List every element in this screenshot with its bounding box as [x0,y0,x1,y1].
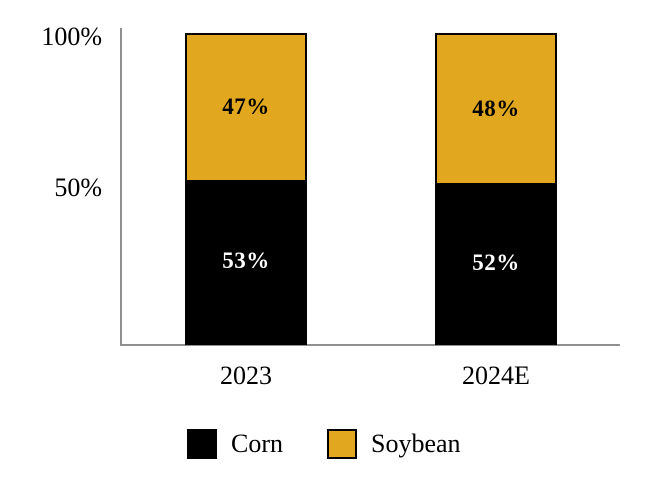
soybean-swatch-icon [327,429,357,459]
x-label-2023: 2023 [220,361,272,390]
bar-2023-corn-segment: 53% [187,179,305,343]
bar-2023-soybean-segment: 47% [187,35,305,180]
y-tick-100: 100% [41,22,102,51]
bar-2023-soybean-value-label: 47% [222,94,270,120]
legend-label-corn: Corn [231,429,283,458]
legend-item-soybean: Soybean [327,429,461,459]
bar-2023: 47% 53% [185,33,307,345]
bar-2024e-soybean-segment: 48% [437,35,555,183]
x-label-2024e: 2024E [462,361,530,390]
bar-2024e-soybean-value-label: 48% [472,95,520,121]
bar-2024e-corn-segment: 52% [437,182,555,343]
legend-item-corn: Corn [187,429,283,459]
chart-legend: Corn Soybean [187,427,461,461]
bar-2024e: 48% 52% [435,33,557,345]
corn-swatch-icon [187,429,217,459]
y-tick-50: 50% [54,173,102,202]
y-axis-line [120,28,122,346]
bar-2024e-corn-value-label: 52% [472,249,520,275]
bar-2023-corn-value-label: 53% [222,248,270,274]
x-axis-line [120,344,620,346]
legend-label-soybean: Soybean [371,429,461,458]
